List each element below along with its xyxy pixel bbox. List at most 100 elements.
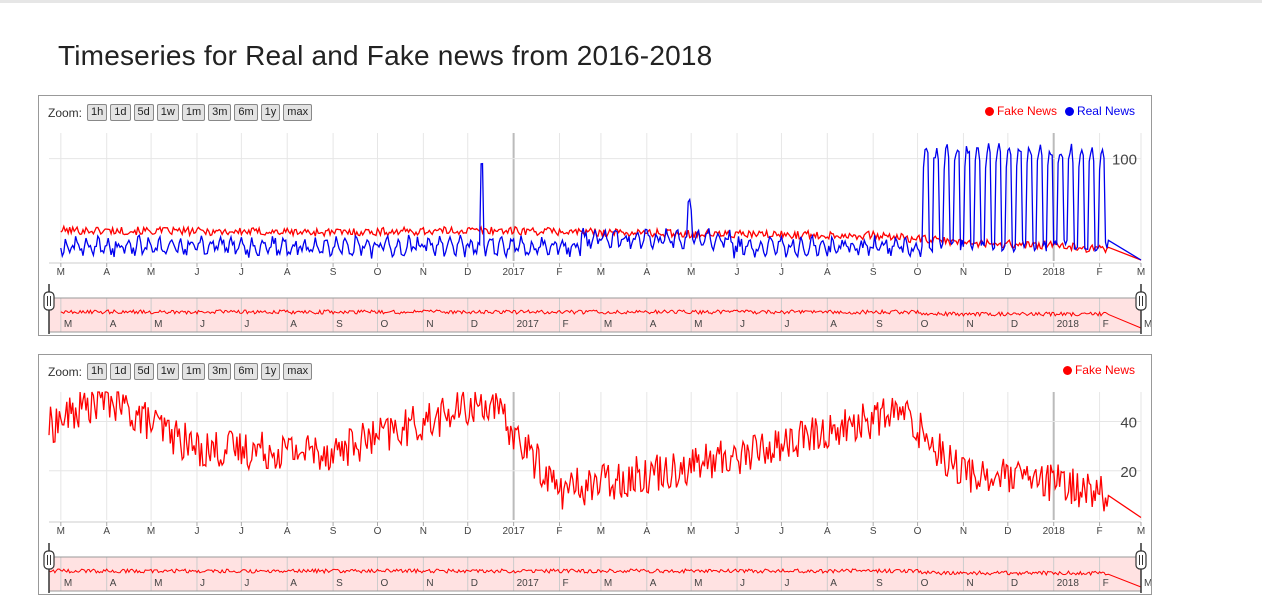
x-tick-label: M xyxy=(1137,267,1145,278)
zoom-label: Zoom: xyxy=(48,105,83,120)
navigator-tick-label: J xyxy=(784,578,789,589)
x-tick-label: N xyxy=(420,267,427,278)
zoom-5d-button[interactable]: 5d xyxy=(133,363,154,380)
navigator-tick-label: J xyxy=(740,319,745,330)
navigator-left-handle-icon[interactable] xyxy=(43,543,55,593)
x-tick-label: M xyxy=(597,526,605,537)
x-tick-label: F xyxy=(556,526,562,537)
x-tick-label: M xyxy=(147,267,155,278)
x-tick-label: O xyxy=(374,526,382,537)
zoom-1w-button[interactable]: 1w xyxy=(156,104,179,121)
zoom-6m-button[interactable]: 6m xyxy=(234,363,258,380)
navigator-tick-label: J xyxy=(200,319,205,330)
navigator-tick-label: A xyxy=(650,578,657,589)
x-tick-label: F xyxy=(1097,267,1103,278)
zoom-1h-button[interactable]: 1h xyxy=(87,363,108,380)
navigator-tick-label: N xyxy=(966,578,973,589)
x-tick-label: D xyxy=(1004,526,1011,537)
x-tick-label: O xyxy=(374,267,382,278)
navigator-tick-label: N xyxy=(426,578,433,589)
chart-panel-real-fake: Zoom: 1h 1d 5d 1w 1m 3m 6m 1y max Fake N… xyxy=(38,95,1152,336)
x-tick-label: M xyxy=(597,267,605,278)
series-line-fake-news xyxy=(60,224,1142,261)
chart-2-svg[interactable]: 20 40 M A M J J A S O N D 2017 F M A M J J A S O N D 2018 F M M A M J J… xyxy=(39,355,1151,594)
legend-item-fake[interactable]: Fake News xyxy=(1062,363,1135,377)
navigator-tick-label: S xyxy=(876,578,883,589)
navigator-tick-label: M xyxy=(1144,578,1151,589)
x-tick-label: S xyxy=(330,526,337,537)
grid xyxy=(49,392,1142,520)
x-tick-label: O xyxy=(914,526,922,537)
zoom-3m-button[interactable]: 3m xyxy=(208,104,232,121)
navigator-right-handle-icon[interactable] xyxy=(1135,543,1147,593)
navigator-tick-label: J xyxy=(200,578,205,589)
navigator-tick-label: A xyxy=(110,578,117,589)
navigator-right-handle-icon[interactable] xyxy=(1135,284,1147,334)
navigator-tick-label: O xyxy=(380,578,388,589)
navigator-tick-label: D xyxy=(471,319,478,330)
zoom-label: Zoom: xyxy=(48,364,83,379)
x-tick-label: D xyxy=(464,267,471,278)
x-tick-label: M xyxy=(57,526,65,537)
x-tick-label: J xyxy=(735,267,740,278)
fake-news-dot-icon xyxy=(1062,365,1072,375)
navigator-tick-label: J xyxy=(244,578,249,589)
navigator-tick-label: M xyxy=(64,319,72,330)
navigator-tick-label: M xyxy=(1144,319,1151,330)
zoom-3m-button[interactable]: 3m xyxy=(208,363,232,380)
legend: Fake News Real News xyxy=(984,104,1135,118)
x-tick-label: J xyxy=(735,526,740,537)
navigator-tick-label: A xyxy=(830,319,837,330)
x-tick-label: S xyxy=(870,267,877,278)
zoom-6m-button[interactable]: 6m xyxy=(234,104,258,121)
x-tick-label: A xyxy=(284,267,291,278)
zoom-1w-button[interactable]: 1w xyxy=(156,363,179,380)
navigator-tick-label: A xyxy=(290,319,297,330)
navigator-tick-label: A xyxy=(650,319,657,330)
zoom-controls: Zoom: 1h 1d 5d 1w 1m 3m 6m 1y max xyxy=(48,104,313,121)
zoom-max-button[interactable]: max xyxy=(283,104,313,121)
zoom-5d-button[interactable]: 5d xyxy=(133,104,154,121)
legend-label-fake: Fake News xyxy=(1074,363,1135,377)
navigator-tick-label: O xyxy=(921,578,929,589)
navigator-tick-label: M xyxy=(694,578,702,589)
x-tick-label: J xyxy=(779,267,784,278)
navigator-tick-label: F xyxy=(1103,319,1109,330)
x-tick-label: M xyxy=(147,526,155,537)
x-tick-label: F xyxy=(1097,526,1103,537)
x-tick-label: M xyxy=(1137,526,1145,537)
x-tick-label: 2018 xyxy=(1043,267,1066,278)
navigator-tick-label: F xyxy=(562,319,568,330)
legend-label-real: Real News xyxy=(1076,104,1135,118)
zoom-1y-button[interactable]: 1y xyxy=(260,104,281,121)
navigator-tick-label: A xyxy=(830,578,837,589)
x-tick-label: M xyxy=(687,267,695,278)
x-tick-label: M xyxy=(687,526,695,537)
x-tick-label: S xyxy=(330,267,337,278)
zoom-1y-button[interactable]: 1y xyxy=(260,363,281,380)
legend-item-fake[interactable]: Fake News xyxy=(984,104,1057,118)
navigator-tick-label: S xyxy=(336,578,343,589)
legend-label-fake: Fake News xyxy=(996,104,1057,118)
x-tick-label: A xyxy=(284,526,291,537)
navigator-left-handle-icon[interactable] xyxy=(43,284,55,334)
zoom-max-button[interactable]: max xyxy=(283,363,313,380)
real-news-dot-icon xyxy=(1064,106,1074,116)
navigator-tick-label: D xyxy=(1011,319,1018,330)
zoom-1d-button[interactable]: 1d xyxy=(110,104,131,121)
chart-1-svg[interactable]: 100 M A M J J A S O N D 2017 F M A M J J A S O N D 2018 F M M A M J J A… xyxy=(39,96,1151,335)
navigator-tick-label: N xyxy=(426,319,433,330)
legend-item-real[interactable]: Real News xyxy=(1064,104,1135,118)
x-tick-label: D xyxy=(1004,267,1011,278)
navigator-tick-label: J xyxy=(740,578,745,589)
zoom-1m-button[interactable]: 1m xyxy=(181,363,206,380)
zoom-1m-button[interactable]: 1m xyxy=(181,104,206,121)
y-tick-label: 20 xyxy=(1120,464,1137,481)
zoom-1h-button[interactable]: 1h xyxy=(87,104,108,121)
navigator-tick-label: M xyxy=(154,578,162,589)
navigator-tick-label: 2018 xyxy=(1057,578,1080,589)
x-tick-label: 2018 xyxy=(1043,526,1066,537)
zoom-controls: Zoom: 1h 1d 5d 1w 1m 3m 6m 1y max xyxy=(48,363,313,380)
zoom-1d-button[interactable]: 1d xyxy=(110,363,131,380)
x-tick-label: A xyxy=(103,267,110,278)
